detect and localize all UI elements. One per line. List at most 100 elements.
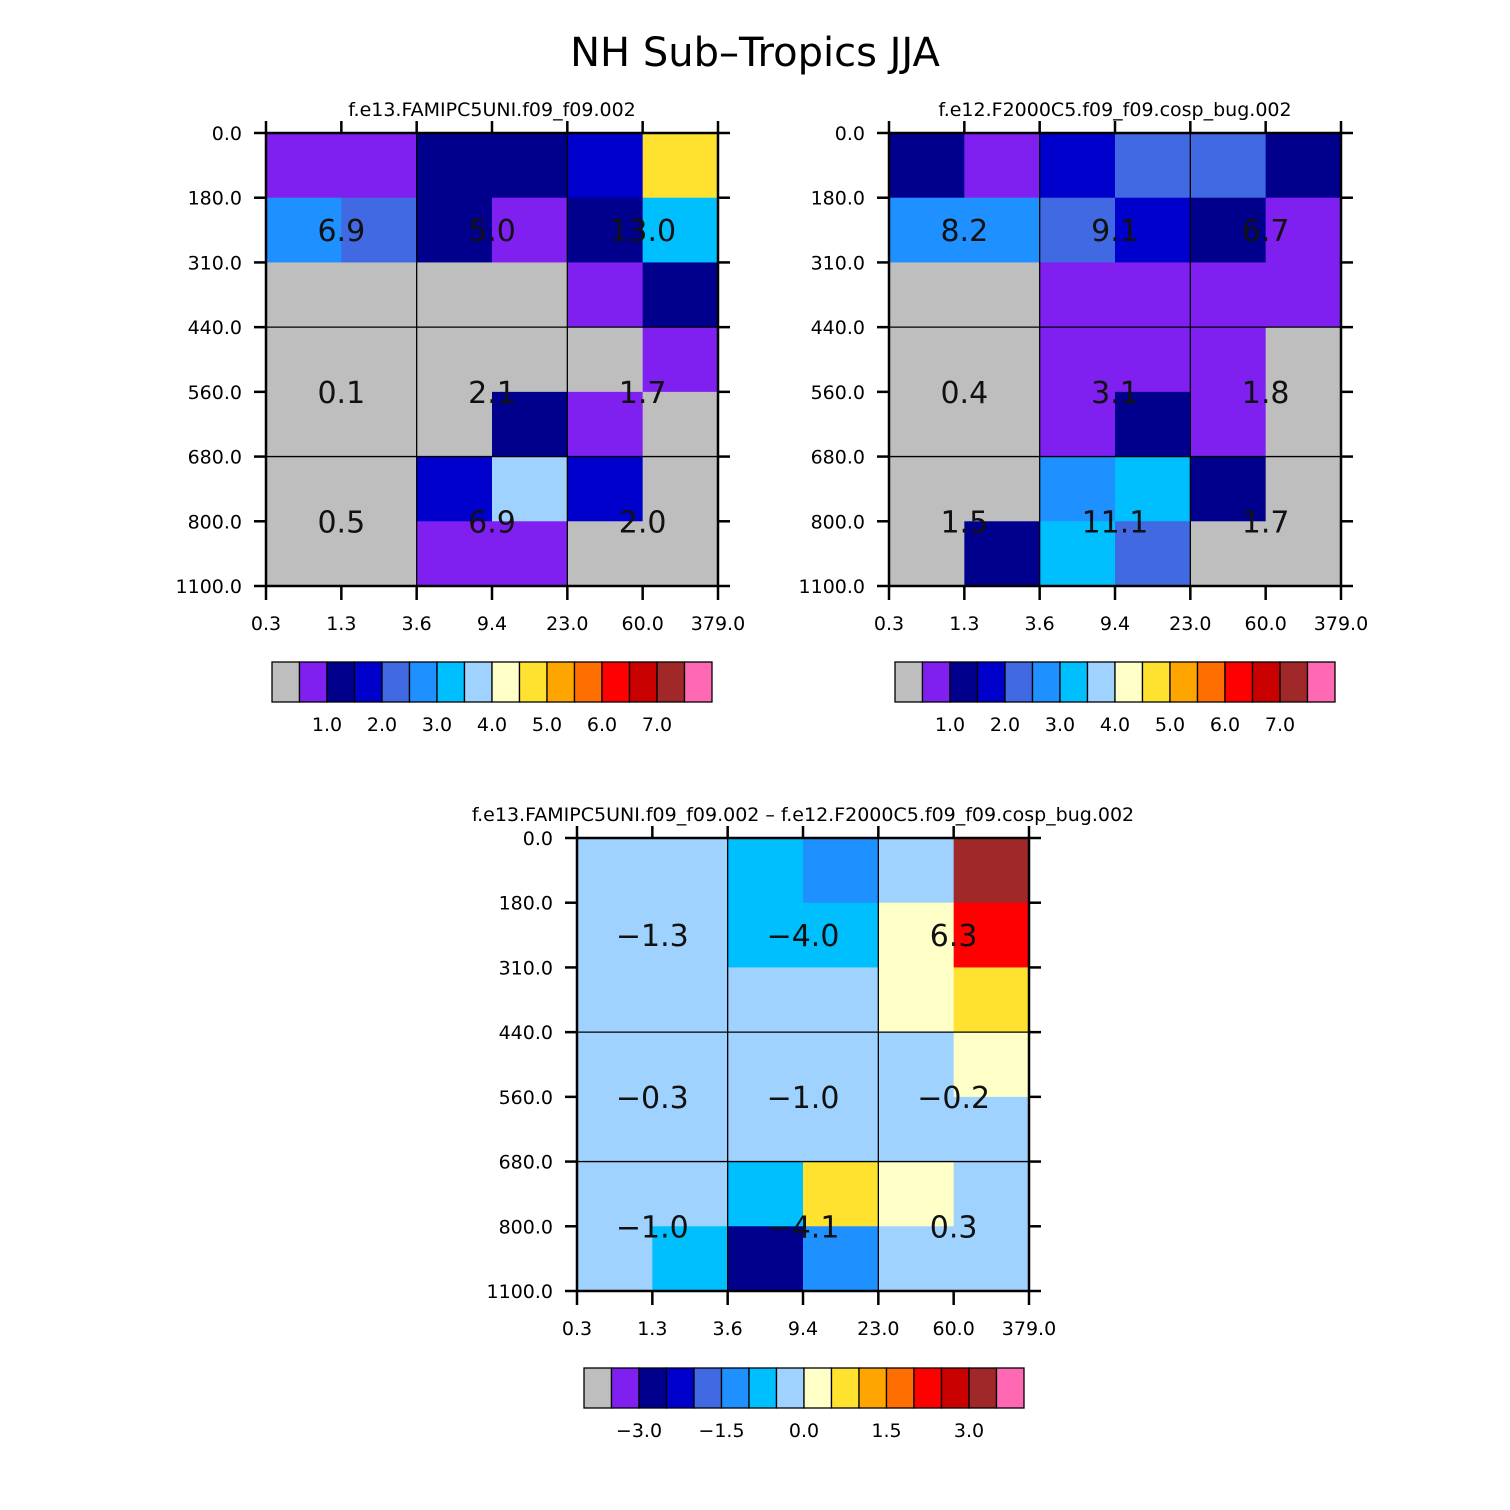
colorbar-swatch [546, 661, 576, 703]
x-tick-label: 3.6 [1025, 613, 1055, 635]
colorbar-swatch [1086, 661, 1116, 703]
heatmap-panel-1: f.e13.FAMIPC5UNI.f09_f09.002 6.9 5.0 13.0 0.… [176, 99, 746, 736]
heatmap-cell [1265, 391, 1342, 458]
colorbar-swatch [665, 1367, 695, 1409]
heatmap-cell [727, 838, 804, 904]
colorbar: 1.0 2.0 3.0 4.0 5.0 6.0 7.0 [894, 661, 1336, 736]
y-tick-label: 310.0 [811, 252, 865, 274]
colorbar-swatch [720, 1367, 750, 1409]
heatmap-cell [266, 197, 342, 264]
box-value-label: 1.8 [1242, 376, 1290, 411]
heatmap-cells [889, 133, 1342, 587]
box-value-label: 3.1 [1091, 376, 1139, 411]
colorbar-swatch [1251, 661, 1281, 703]
box-value-label: 5.0 [468, 214, 516, 249]
colorbar-swatch [1279, 661, 1309, 703]
colorbar-swatch [601, 661, 631, 703]
heatmap-cell [1115, 521, 1191, 587]
heatmap-cell [878, 1096, 955, 1163]
colorbar-label: −3.0 [616, 1420, 662, 1442]
heatmap-cell [889, 391, 965, 458]
colorbar-swatch [830, 1367, 860, 1409]
colorbar-label: 3.0 [422, 714, 452, 736]
heatmap-cell [1265, 327, 1342, 393]
x-tick-label: 23.0 [1169, 613, 1211, 635]
heatmap-cell [577, 1161, 653, 1227]
heatmap-cell [567, 133, 644, 199]
colorbar-label: 4.0 [477, 714, 507, 736]
y-tick-label: 800.0 [811, 511, 865, 533]
heatmap-cell [1190, 456, 1267, 522]
colorbar-swatch [381, 661, 411, 703]
x-tick-label: 0.3 [251, 613, 281, 635]
box-value-label: −4.1 [767, 1210, 840, 1245]
heatmap-cell [266, 521, 342, 587]
colorbar-swatch [913, 1367, 943, 1409]
y-tick-label: 180.0 [811, 188, 865, 210]
heatmap-cell [727, 1096, 804, 1163]
heatmap-cell [642, 133, 719, 199]
colorbar-swatch [995, 1367, 1025, 1409]
panel-title: f.e12.F2000C5.f09_f09.cosp_bug.002 [938, 99, 1291, 121]
x-tick-label: 0.3 [562, 1318, 592, 1340]
colorbar-swatch [1141, 661, 1171, 703]
heatmap-cell [642, 456, 719, 522]
x-tick-label: 23.0 [857, 1318, 899, 1340]
heatmap-cell [727, 1032, 804, 1098]
heatmap-cell [1265, 262, 1342, 328]
heatmap-cell [1115, 133, 1191, 199]
heatmap-cell [341, 133, 418, 199]
colorbar: −3.0 −1.5 0.0 1.5 3.0 [583, 1367, 1025, 1442]
colorbar-swatch [858, 1367, 888, 1409]
colorbar-label: 2.0 [990, 714, 1020, 736]
colorbar-swatch [894, 661, 924, 703]
heatmap-cell [492, 327, 568, 393]
heatmap-cell [652, 1096, 729, 1163]
colorbar-swatch [353, 661, 383, 703]
heatmap-cell [889, 262, 965, 328]
heatmap-cell [266, 391, 342, 458]
box-value-label: −4.0 [767, 919, 840, 954]
colorbar-label: 3.0 [954, 1420, 984, 1442]
colorbar-swatch [638, 1367, 668, 1409]
heatmap-cell [953, 967, 1030, 1033]
colorbar-swatch [921, 661, 951, 703]
heatmap-cell [341, 456, 418, 522]
colorbar-swatch [436, 661, 466, 703]
box-value-label: 1.7 [619, 376, 667, 411]
box-value-label: 6.3 [930, 919, 978, 954]
heatmap-cell [878, 1032, 955, 1098]
box-value-label: 6.7 [1242, 214, 1290, 249]
heatmap-cell [642, 521, 719, 587]
heatmap-cell [266, 456, 342, 522]
colorbar-swatch [271, 661, 301, 703]
heatmap-cell [803, 902, 879, 969]
heatmap-cell [492, 262, 568, 328]
heatmap-cell [492, 391, 568, 458]
box-value-label: 2.1 [468, 376, 516, 411]
box-value-label: 1.7 [1242, 505, 1290, 540]
x-tick-label: 379.0 [1002, 1318, 1056, 1340]
colorbar-swatch [326, 661, 356, 703]
colorbar-label: 3.0 [1045, 714, 1075, 736]
heatmap-panel-2: f.e12.F2000C5.f09_f09.cosp_bug.002 8.2 9.1… [799, 99, 1369, 736]
y-tick-label: 560.0 [188, 382, 242, 404]
heatmap-cell [964, 391, 1041, 458]
box-value-label: −1.0 [616, 1210, 689, 1245]
box-value-label: 1.5 [940, 505, 988, 540]
heatmap-cell [416, 456, 493, 522]
colorbar-label: 6.0 [587, 714, 617, 736]
heatmap-cell [727, 967, 804, 1033]
heatmap-cell [416, 133, 493, 199]
y-tick-label: 440.0 [499, 1022, 553, 1044]
panel-title: f.e13.FAMIPC5UNI.f09_f09.002 – f.e12.F20… [472, 804, 1134, 826]
x-tick-label: 60.0 [622, 613, 664, 635]
heatmap-cell [878, 967, 955, 1033]
heatmap-cell [727, 1226, 804, 1292]
x-tick-label: 0.3 [874, 613, 904, 635]
heatmap-cell [953, 902, 1030, 969]
heatmap-cell [492, 521, 568, 587]
colorbar-label: 6.0 [1210, 714, 1240, 736]
x-tick-label: 9.4 [477, 613, 507, 635]
box-value-label: 0.5 [317, 505, 365, 540]
